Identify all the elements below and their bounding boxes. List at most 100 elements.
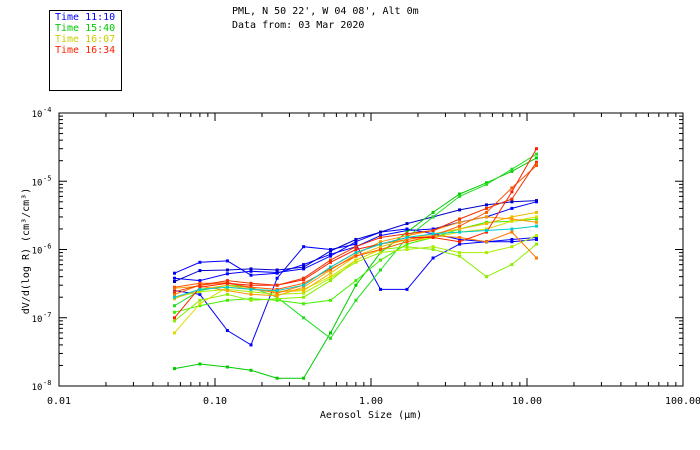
series-green-1: [173, 156, 538, 380]
data-point: [302, 267, 306, 271]
data-point: [173, 319, 176, 323]
data-point: [458, 217, 462, 221]
data-point: [431, 215, 435, 219]
y-tick-exponent: -6: [43, 243, 51, 251]
data-point: [431, 245, 435, 249]
data-point: [225, 268, 229, 272]
data-point: [510, 263, 514, 267]
data-point: [329, 336, 332, 340]
data-point: [510, 238, 514, 241]
data-point: [275, 291, 279, 295]
plot-area: [58, 112, 684, 387]
data-point: [535, 152, 538, 156]
x-axis-label: Aerosol Size (µm): [320, 410, 422, 421]
data-point: [302, 276, 306, 280]
data-point: [535, 199, 538, 203]
data-point: [329, 260, 332, 264]
data-point: [249, 368, 253, 372]
data-point: [275, 298, 279, 302]
data-point: [173, 295, 176, 299]
data-point: [405, 248, 409, 251]
data-point: [198, 298, 202, 302]
data-point: [379, 236, 382, 239]
data-point: [510, 230, 514, 234]
data-point: [302, 289, 306, 293]
data-point: [510, 240, 514, 244]
data-point: [225, 281, 229, 285]
data-point: [275, 376, 279, 380]
data-point: [458, 236, 462, 239]
data-point: [510, 215, 514, 219]
data-point: [302, 376, 306, 380]
data-point: [405, 242, 409, 246]
data-point: [510, 245, 514, 249]
data-point: [329, 279, 332, 283]
data-point: [510, 197, 514, 201]
data-point: [354, 298, 358, 302]
data-point: [173, 331, 176, 335]
data-point: [535, 242, 538, 246]
data-point: [510, 169, 514, 173]
data-point: [173, 367, 176, 371]
data-point: [354, 251, 358, 255]
data-point: [225, 329, 229, 332]
data-point: [485, 203, 488, 207]
data-point: [535, 256, 538, 260]
y-tick-exponent: -4: [43, 106, 51, 114]
data-point: [431, 256, 435, 260]
data-point: [275, 276, 279, 280]
data-point: [431, 229, 435, 232]
data-point: [405, 240, 409, 244]
y-tick-exponent: -7: [43, 311, 51, 319]
series-layer: [173, 147, 538, 380]
data-point: [379, 245, 382, 249]
legend-entry: Time 16:07: [55, 34, 116, 45]
data-point: [249, 273, 253, 277]
data-point: [329, 275, 332, 279]
data-point: [275, 268, 279, 272]
y-tick-exponent: -5: [43, 174, 51, 182]
data-point: [485, 222, 488, 226]
data-point: [535, 220, 538, 224]
data-point: [354, 242, 358, 246]
data-point: [302, 278, 306, 282]
data-point: [458, 251, 462, 255]
x-tick-label: 0.01: [47, 396, 71, 407]
data-point: [354, 279, 358, 283]
data-point: [485, 181, 488, 185]
y-tick-label: 10: [32, 178, 43, 188]
data-point: [431, 210, 435, 214]
data-point: [173, 310, 176, 314]
data-point: [405, 229, 409, 232]
y-tick-label: 10: [32, 315, 43, 325]
data-point: [379, 240, 382, 244]
data-point: [275, 289, 279, 293]
data-point: [354, 252, 358, 256]
data-point: [225, 285, 229, 289]
data-point: [458, 208, 462, 212]
data-point: [535, 160, 538, 164]
series-line: [174, 157, 537, 379]
data-point: [510, 200, 514, 204]
series-blue-4: [173, 199, 538, 283]
y-axis-label: dV/d(log R) (cm³/cm³): [21, 188, 32, 314]
y-tick-label: 10: [32, 383, 43, 393]
data-point: [275, 297, 279, 301]
data-point: [225, 289, 229, 293]
data-point: [405, 236, 409, 239]
x-axis-ticks: 0.01 0.10 1.00 10.00 100.00: [47, 113, 700, 407]
data-point: [329, 252, 332, 256]
data-point: [458, 227, 462, 231]
data-point: [354, 245, 358, 249]
x-tick-label: 100.00: [665, 396, 700, 407]
data-point: [379, 251, 382, 255]
data-point: [535, 236, 538, 239]
data-point: [225, 272, 229, 276]
data-point: [225, 365, 229, 369]
data-point: [485, 230, 488, 234]
data-point: [173, 271, 176, 275]
data-point: [198, 260, 202, 264]
data-point: [535, 164, 538, 167]
data-point: [225, 283, 229, 287]
